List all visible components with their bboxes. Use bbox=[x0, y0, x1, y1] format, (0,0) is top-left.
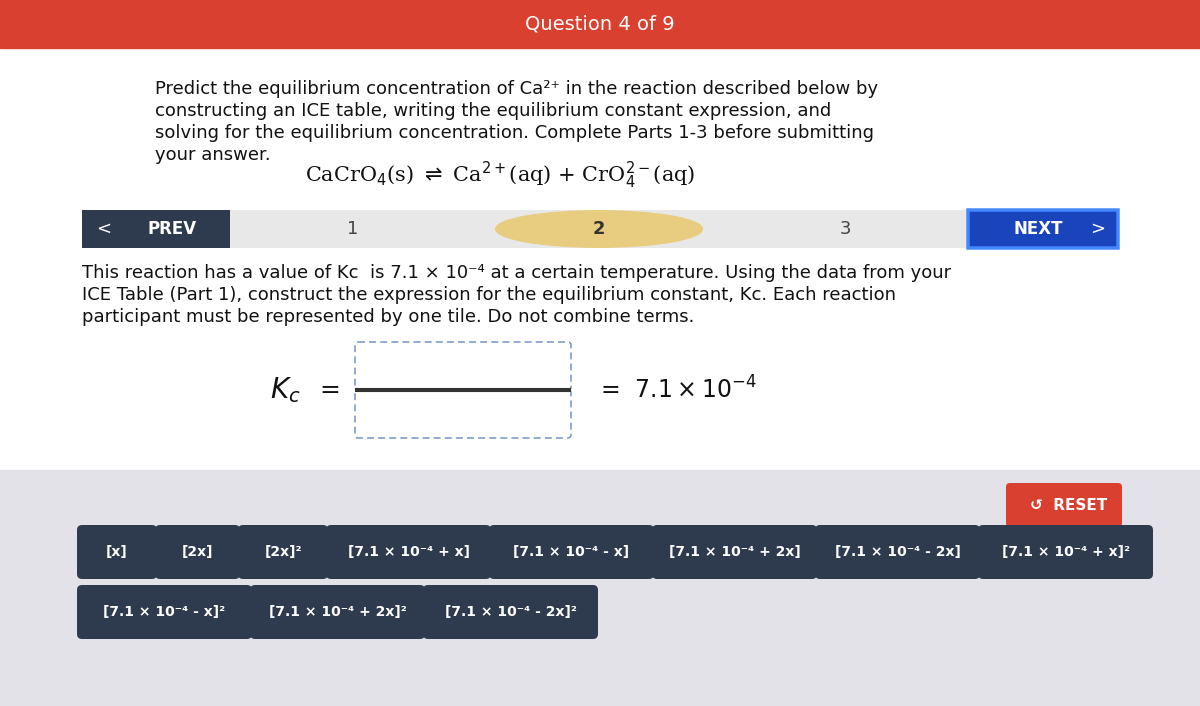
Text: [7.1 × 10⁻⁴ - x]: [7.1 × 10⁻⁴ - x] bbox=[514, 545, 630, 559]
Text: constructing an ICE table, writing the equilibrium constant expression, and: constructing an ICE table, writing the e… bbox=[155, 102, 832, 120]
Ellipse shape bbox=[496, 211, 702, 247]
Bar bbox=[0, 0, 1200, 48]
Text: [x]: [x] bbox=[106, 545, 128, 559]
FancyBboxPatch shape bbox=[238, 525, 328, 579]
FancyBboxPatch shape bbox=[652, 525, 817, 579]
FancyBboxPatch shape bbox=[250, 585, 425, 639]
FancyBboxPatch shape bbox=[82, 210, 230, 248]
FancyBboxPatch shape bbox=[978, 525, 1153, 579]
Text: [2x]: [2x] bbox=[181, 545, 214, 559]
FancyBboxPatch shape bbox=[815, 525, 980, 579]
Text: 2: 2 bbox=[593, 220, 605, 238]
Text: >: > bbox=[1091, 220, 1105, 238]
Text: [7.1 × 10⁻⁴ + 2x]²: [7.1 × 10⁻⁴ + 2x]² bbox=[269, 605, 407, 619]
FancyBboxPatch shape bbox=[77, 525, 157, 579]
FancyBboxPatch shape bbox=[355, 342, 571, 390]
Bar bbox=[0, 470, 1200, 706]
FancyBboxPatch shape bbox=[326, 525, 491, 579]
Text: [7.1 × 10⁻⁴ + 2x]: [7.1 × 10⁻⁴ + 2x] bbox=[668, 545, 800, 559]
Text: NEXT: NEXT bbox=[1013, 220, 1063, 238]
Text: [7.1 × 10⁻⁴ + x]²: [7.1 × 10⁻⁴ + x]² bbox=[1002, 545, 1129, 559]
Text: CaCrO$_4$(s) $\rightleftharpoons$ Ca$^{2+}$(aq) + CrO$_4^{2-}$(aq): CaCrO$_4$(s) $\rightleftharpoons$ Ca$^{2… bbox=[305, 160, 695, 191]
Text: [7.1 × 10⁻⁴ + x]: [7.1 × 10⁻⁴ + x] bbox=[348, 545, 469, 559]
Text: [7.1 × 10⁻⁴ - 2x]²: [7.1 × 10⁻⁴ - 2x]² bbox=[444, 605, 576, 619]
FancyBboxPatch shape bbox=[968, 210, 1118, 248]
Text: your answer.: your answer. bbox=[155, 146, 271, 164]
Text: 3: 3 bbox=[839, 220, 851, 238]
Text: This reaction has a value of Kc  is 7.1 × 10⁻⁴ at a certain temperature. Using t: This reaction has a value of Kc is 7.1 ×… bbox=[82, 264, 952, 282]
Text: 1: 1 bbox=[347, 220, 359, 238]
FancyBboxPatch shape bbox=[490, 525, 654, 579]
FancyBboxPatch shape bbox=[82, 210, 1118, 248]
Text: Predict the equilibrium concentration of Ca²⁺ in the reaction described below by: Predict the equilibrium concentration of… bbox=[155, 80, 878, 98]
FancyBboxPatch shape bbox=[1006, 483, 1122, 527]
Text: ICE Table (Part 1), construct the expression for the equilibrium constant, Kc. E: ICE Table (Part 1), construct the expres… bbox=[82, 286, 896, 304]
Text: <: < bbox=[96, 220, 112, 238]
Text: [7.1 × 10⁻⁴ - 2x]: [7.1 × 10⁻⁴ - 2x] bbox=[834, 545, 960, 559]
Text: solving for the equilibrium concentration. Complete Parts 1-3 before submitting: solving for the equilibrium concentratio… bbox=[155, 124, 874, 142]
Text: participant must be represented by one tile. Do not combine terms.: participant must be represented by one t… bbox=[82, 308, 695, 326]
Text: ↺  RESET: ↺ RESET bbox=[1031, 498, 1108, 513]
Text: $K_c$: $K_c$ bbox=[270, 375, 300, 405]
Text: PREV: PREV bbox=[148, 220, 197, 238]
FancyBboxPatch shape bbox=[155, 525, 240, 579]
Text: [2x]²: [2x]² bbox=[264, 545, 301, 559]
Text: =  $7.1 \times 10^{-4}$: = $7.1 \times 10^{-4}$ bbox=[600, 376, 757, 404]
Text: Question 4 of 9: Question 4 of 9 bbox=[526, 15, 674, 33]
FancyBboxPatch shape bbox=[77, 585, 252, 639]
FancyBboxPatch shape bbox=[424, 585, 598, 639]
FancyBboxPatch shape bbox=[355, 390, 571, 438]
Text: =: = bbox=[319, 378, 341, 402]
Text: [7.1 × 10⁻⁴ - x]²: [7.1 × 10⁻⁴ - x]² bbox=[103, 605, 226, 619]
